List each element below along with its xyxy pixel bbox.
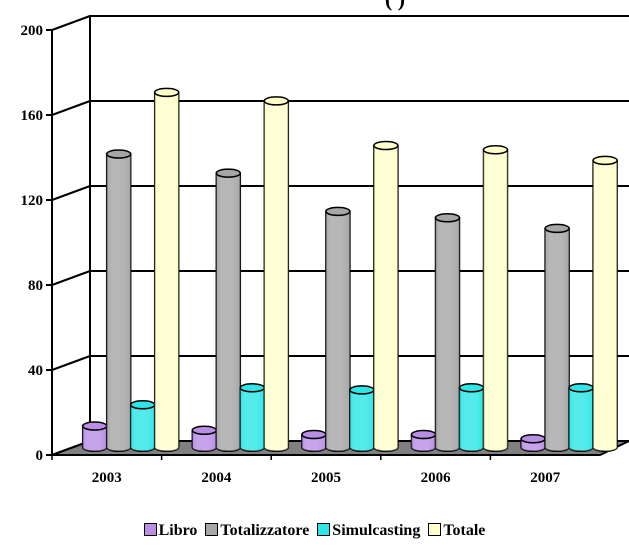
bar-totale-2003 bbox=[153, 87, 180, 453]
legend-swatch bbox=[205, 523, 219, 536]
legend-label: Libro bbox=[158, 522, 198, 539]
bar-totalizzatore-2003 bbox=[105, 149, 132, 453]
legend-item-simulcasting: Simulcasting bbox=[317, 522, 420, 540]
x-tick-label: 2004 bbox=[201, 470, 232, 486]
bar-totale-2007 bbox=[592, 155, 618, 453]
bar-simulcasting-2004 bbox=[239, 383, 266, 453]
y-tick-label: 120 bbox=[21, 193, 44, 209]
legend-label: Totalizzatore bbox=[220, 522, 310, 539]
gridline-side bbox=[51, 100, 91, 116]
bar-totalizzatore-2005 bbox=[325, 206, 351, 453]
bar-simulcasting-2007 bbox=[568, 383, 594, 453]
x-tick-label: 2007 bbox=[530, 470, 561, 486]
y-tick-label: 40 bbox=[28, 363, 43, 379]
bar-totale-2005 bbox=[373, 140, 399, 453]
legend-item-totale: Totale bbox=[428, 522, 485, 540]
legend-swatch bbox=[317, 523, 331, 536]
y-tick-label: 200 bbox=[21, 23, 44, 39]
bar-simulcasting-2003 bbox=[129, 400, 156, 453]
y-tick-label: 80 bbox=[28, 278, 43, 294]
bar-libro-2003 bbox=[81, 421, 108, 453]
legend-label: Simulcasting bbox=[332, 522, 421, 539]
bar-simulcasting-2005 bbox=[349, 385, 375, 453]
gridline-side bbox=[51, 355, 91, 371]
legend-item-libro: Libro bbox=[143, 522, 198, 540]
legend-swatch bbox=[143, 523, 157, 536]
bar-totalizzatore-2007 bbox=[544, 223, 570, 453]
gridline-side bbox=[51, 270, 91, 286]
gridline-side bbox=[51, 15, 91, 31]
bar-totalizzatore-2006 bbox=[434, 213, 461, 453]
bar-simulcasting-2006 bbox=[458, 383, 485, 453]
x-tick-label: 2006 bbox=[421, 470, 452, 486]
x-tick-label: 2003 bbox=[92, 470, 122, 486]
legend-item-totalizzatore: Totalizzatore bbox=[205, 522, 309, 540]
side-wall bbox=[52, 16, 90, 455]
y-axis: 0 40 80 120 160 200 bbox=[21, 23, 52, 464]
chart: ( ) 0 40 80 120 160 200 2003 2004 2005 2006 2007 bbox=[21, 0, 629, 486]
bar-libro-2007 bbox=[520, 434, 546, 453]
y-tick-label: 0 bbox=[36, 448, 44, 464]
gridline-side bbox=[51, 185, 91, 201]
bar-libro-2005 bbox=[301, 429, 327, 453]
x-tick-label: 2005 bbox=[311, 470, 341, 486]
chart-title: ( ) bbox=[385, 0, 405, 11]
bar-totale-2004 bbox=[263, 96, 290, 453]
bar-libro-2006 bbox=[410, 429, 437, 453]
legend: Libro Totalizzatore Simulcasting Totale bbox=[0, 522, 629, 540]
bar-totalizzatore-2004 bbox=[215, 168, 242, 453]
x-axis: 2003 2004 2005 2006 2007 bbox=[51, 455, 561, 486]
bar-libro-2004 bbox=[191, 425, 218, 453]
y-tick-label: 160 bbox=[21, 108, 44, 124]
bar-totale-2006 bbox=[482, 145, 509, 453]
back-wall bbox=[89, 15, 629, 442]
legend-swatch bbox=[428, 523, 442, 536]
chart-walls bbox=[51, 15, 629, 455]
legend-label: Totale bbox=[443, 522, 486, 539]
bars bbox=[81, 87, 618, 453]
